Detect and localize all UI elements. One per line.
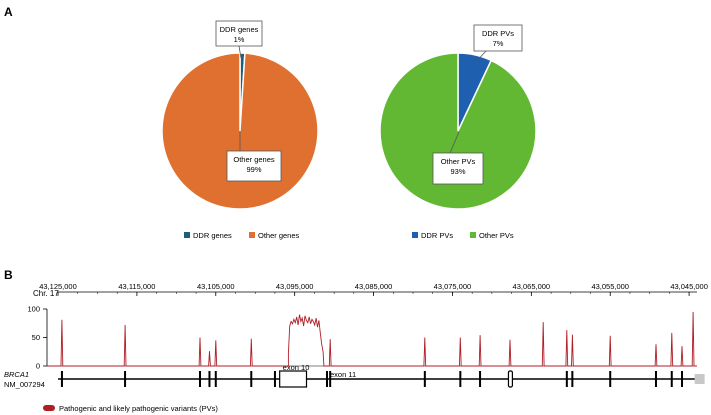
exon — [329, 371, 332, 387]
legend-label-other-pvs: Other PVs — [479, 231, 514, 240]
exon — [654, 371, 657, 387]
panel-b-label: B — [4, 268, 13, 282]
pie-callout-0-box — [473, 24, 523, 52]
exon — [250, 371, 253, 387]
gene-label: BRCA1 — [4, 370, 29, 379]
legend-swatch-ddr-genes — [184, 232, 190, 238]
exon-11 — [326, 371, 329, 387]
legend-label-other-genes: Other genes — [258, 231, 300, 240]
utr-box — [694, 374, 705, 384]
x-tick-label: 43,095,000 — [276, 282, 314, 291]
pie-callout-0-text-0: DDR genes — [220, 25, 259, 34]
pie-slice-other-pvs — [379, 52, 537, 210]
x-tick-label: 43,085,000 — [355, 282, 393, 291]
x-tick-label: 43,125,000 — [39, 282, 77, 291]
exon-10-box — [279, 370, 308, 388]
y-tick-label: 100 — [27, 305, 40, 314]
exon — [124, 371, 127, 387]
pie-callout-1-box — [432, 152, 484, 185]
exon-small-box — [507, 370, 514, 388]
exon — [681, 371, 684, 387]
coordinate-ticks: 43,125,000 43,115,000 43,105,000 43,095,000… — [39, 282, 708, 296]
x-tick-label: 43,055,000 — [591, 282, 629, 291]
pie-callout-0-pointer — [473, 50, 487, 65]
exon — [214, 371, 217, 387]
exon — [60, 371, 63, 387]
pie-slice-other-genes — [161, 52, 319, 210]
exon — [423, 371, 426, 387]
exon — [609, 371, 612, 387]
exon — [273, 371, 276, 387]
y-tick-label: 50 — [32, 333, 40, 342]
track-legend-label: Pathogenic and likely pathogenic variant… — [59, 404, 218, 413]
y-ticks: 100 50 0 — [27, 305, 47, 371]
pie-callout-0-text-0: DDR PVs — [482, 29, 514, 38]
x-tick-label: 43,045,000 — [670, 282, 708, 291]
pie-callout-1-box — [226, 150, 282, 182]
exon — [459, 371, 462, 387]
pie-callout-0-text-1: 7% — [493, 39, 504, 48]
exon — [571, 371, 574, 387]
exon-11-label: exon 11 — [330, 370, 356, 379]
x-tick-label: 43,075,000 — [434, 282, 472, 291]
pv-density-line — [47, 311, 697, 367]
exons — [60, 370, 705, 388]
brca1-track-panel: Chr. 17 43,125,000 43,115,000 43,105,000 43… — [4, 282, 708, 413]
exon — [565, 371, 568, 387]
pie-callout-1-text-0: Other genes — [233, 155, 275, 164]
y-tick-label: 0 — [36, 362, 40, 371]
exon-10-label: exon 10 — [283, 363, 310, 372]
pie-callout-0-text-1: 1% — [234, 35, 245, 44]
pie-callout-0-box — [215, 20, 263, 47]
pie-callout-1-text-0: Other PVs — [441, 157, 476, 166]
pie-callout-0-pointer — [238, 45, 242, 59]
x-tick-label: 43,105,000 — [197, 282, 235, 291]
legend-swatch-other-genes — [249, 232, 255, 238]
pie2-legend: DDR PVs Other PVs — [412, 231, 514, 240]
legend-label-ddr-pvs: DDR PVs — [421, 231, 453, 240]
pie1-legend: DDR genes Other genes — [184, 231, 300, 240]
chromosome-label: Chr. 17 — [33, 289, 59, 298]
exon — [479, 371, 482, 387]
pie-callout-1-pointer — [449, 131, 460, 154]
exon — [208, 371, 211, 387]
pie-callout-1-text-1: 99% — [246, 165, 261, 174]
x-tick-label: 43,115,000 — [118, 282, 155, 291]
exon — [199, 371, 201, 387]
exon — [670, 371, 673, 387]
legend-label-ddr-genes: DDR genes — [193, 231, 232, 240]
x-tick-label: 43,065,000 — [513, 282, 551, 291]
track-legend-swatch — [43, 405, 55, 411]
pie-callout-1-text-1: 93% — [450, 167, 465, 176]
transcript-label: NM_007294 — [4, 380, 45, 389]
legend-swatch-other-pvs — [470, 232, 476, 238]
panel-a-label: A — [4, 5, 13, 19]
legend-swatch-ddr-pvs — [412, 232, 418, 238]
